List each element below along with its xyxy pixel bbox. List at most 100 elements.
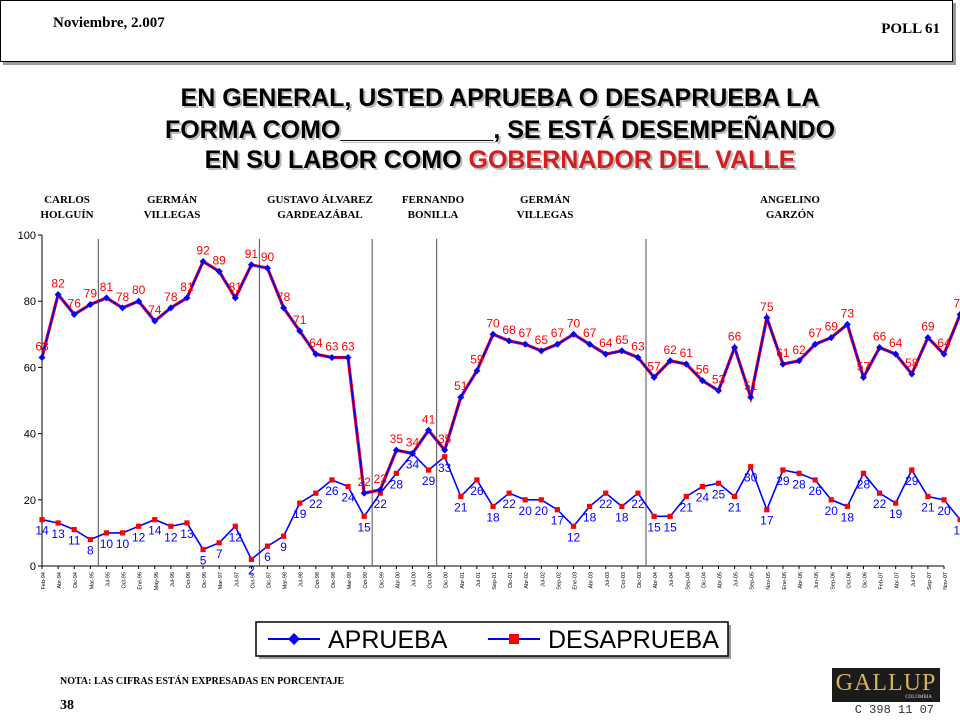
desaprueba-point xyxy=(393,470,399,476)
aprueba-data-label: 89 xyxy=(212,253,226,267)
desaprueba-data-label: 34 xyxy=(406,457,420,471)
desaprueba-data-label: 21 xyxy=(921,500,935,514)
aprueba-point xyxy=(570,330,578,338)
x-tick-label: Sep-06 xyxy=(830,572,836,590)
desaprueba-point xyxy=(732,493,738,500)
x-tick-label: Dic-98 xyxy=(331,572,337,588)
x-tick-label: Mar-97 xyxy=(218,572,224,589)
governor-label-holguin: CARLOS HOLGUÍN xyxy=(22,193,112,223)
aprueba-point xyxy=(280,304,288,312)
governor-last-name: BONILLA xyxy=(407,209,459,221)
governor-label-bonilla: FERNANDO BONILLA xyxy=(388,193,478,223)
aprueba-data-label: 66 xyxy=(873,330,887,344)
desaprueba-point xyxy=(941,497,947,503)
x-tick-label: Feb-07 xyxy=(879,572,885,589)
desaprueba-data-label: 26 xyxy=(470,484,484,498)
header-box: Noviembre, 2.007 POLL 61 xyxy=(0,0,953,62)
aprueba-data-label: 66 xyxy=(728,330,742,344)
governor-first-name: GERMÁN xyxy=(519,194,571,206)
desaprueba-point xyxy=(136,523,142,529)
aprueba-data-label: 41 xyxy=(422,412,436,426)
aprueba-point xyxy=(151,317,159,325)
aprueba-data-label: 64 xyxy=(937,336,951,350)
aprueba-point xyxy=(54,291,62,299)
desaprueba-data-label: 21 xyxy=(728,500,742,514)
desaprueba-data-label: 20 xyxy=(825,504,839,518)
title-line-3-prefix: EN SU LABOR COMO xyxy=(204,146,469,174)
title-line-2: FORMA COMO___________, SE ESTÁ DESEMPEÑA… xyxy=(164,116,836,144)
aprueba-point xyxy=(489,330,497,338)
aprueba-data-label: 63 xyxy=(631,339,645,353)
desaprueba-data-label: 22 xyxy=(374,497,388,511)
desaprueba-data-label: 19 xyxy=(889,507,903,521)
aprueba-point xyxy=(586,340,594,348)
page-number: 38 xyxy=(60,698,74,713)
desaprueba-data-label: 26 xyxy=(808,484,822,498)
aprueba-point xyxy=(102,294,110,302)
desaprueba-point xyxy=(522,497,528,503)
aprueba-point xyxy=(924,334,932,342)
aprueba-data-label: 65 xyxy=(615,333,629,347)
x-tick-label: Dic-94 xyxy=(73,572,79,588)
aprueba-data-label: 64 xyxy=(599,336,613,350)
aprueba-data-label: 67 xyxy=(519,326,533,340)
desaprueba-data-label: 17 xyxy=(551,514,565,528)
x-tick-label: Abr-05 xyxy=(718,572,724,589)
aprueba-data-label: 35 xyxy=(390,432,404,446)
desaprueba-point xyxy=(55,520,61,526)
desaprueba-data-label: 22 xyxy=(599,497,613,511)
legend-label: DESAPRUEBA xyxy=(548,626,719,654)
desaprueba-data-label: 24 xyxy=(696,491,710,505)
desaprueba-point xyxy=(828,497,834,503)
aprueba-data-label: 92 xyxy=(196,243,210,257)
desaprueba-data-label: 15 xyxy=(647,520,661,534)
governor-label-villegas-2: GERMÁN VILLEGAS xyxy=(495,193,595,223)
desaprueba-point xyxy=(264,543,271,549)
aprueba-data-label: 51 xyxy=(454,379,468,393)
desaprueba-data-label: 18 xyxy=(615,510,629,524)
desaprueba-point xyxy=(425,467,432,473)
desaprueba-data-label: 7 xyxy=(216,547,223,561)
aprueba-point xyxy=(473,367,481,375)
governor-last-name: HOLGUÍN xyxy=(40,209,94,221)
y-tick-label: 0 xyxy=(30,561,36,573)
x-tick-label: Jul-96 xyxy=(170,572,176,587)
x-tick-label: Ene-06 xyxy=(782,572,788,590)
x-tick-label: Mar-98 xyxy=(283,572,289,589)
title-line-3: EN SU LABOR COMO GOBERNADOR DEL VALLE xyxy=(60,146,940,175)
x-tick-label: Jul-97 xyxy=(234,572,240,587)
legend-marker-desaprueba xyxy=(509,634,519,644)
desaprueba-data-label: 22 xyxy=(309,497,323,511)
desaprueba-point xyxy=(506,490,512,496)
desaprueba-data-label: 18 xyxy=(841,510,855,524)
aprueba-point xyxy=(763,314,771,322)
aprueba-point xyxy=(859,373,867,381)
x-tick-label: Sep-05 xyxy=(750,572,756,590)
aprueba-data-label: 81 xyxy=(180,280,194,294)
desaprueba-data-label: 15 xyxy=(663,520,677,534)
aprueba-point xyxy=(457,393,465,401)
aprueba-data-label: 71 xyxy=(293,313,307,327)
aprueba-data-label: 76 xyxy=(68,296,82,310)
aprueba-data-label: 51 xyxy=(744,379,758,393)
desaprueba-point xyxy=(39,517,45,523)
x-tick-label: Sep-07 xyxy=(927,572,933,590)
aprueba-data-label: 57 xyxy=(857,359,871,373)
desaprueba-data-label: 11 xyxy=(68,534,81,548)
desaprueba-point xyxy=(168,523,174,529)
desaprueba-point xyxy=(603,490,609,496)
aprueba-point xyxy=(779,360,787,368)
x-tick-label: Dic-97 xyxy=(267,572,273,588)
aprueba-point xyxy=(296,327,304,335)
desaprueba-data-label: 13 xyxy=(180,527,194,541)
desaprueba-point xyxy=(200,546,206,553)
aprueba-point xyxy=(247,261,255,269)
desaprueba-point xyxy=(876,490,883,496)
desaprueba-point xyxy=(216,540,222,546)
desaprueba-data-label: 15 xyxy=(357,520,371,534)
aprueba-point xyxy=(199,257,207,265)
desaprueba-point xyxy=(780,467,786,473)
desaprueba-data-label: 12 xyxy=(229,530,243,544)
desaprueba-point xyxy=(281,533,287,539)
desaprueba-point xyxy=(587,503,593,510)
